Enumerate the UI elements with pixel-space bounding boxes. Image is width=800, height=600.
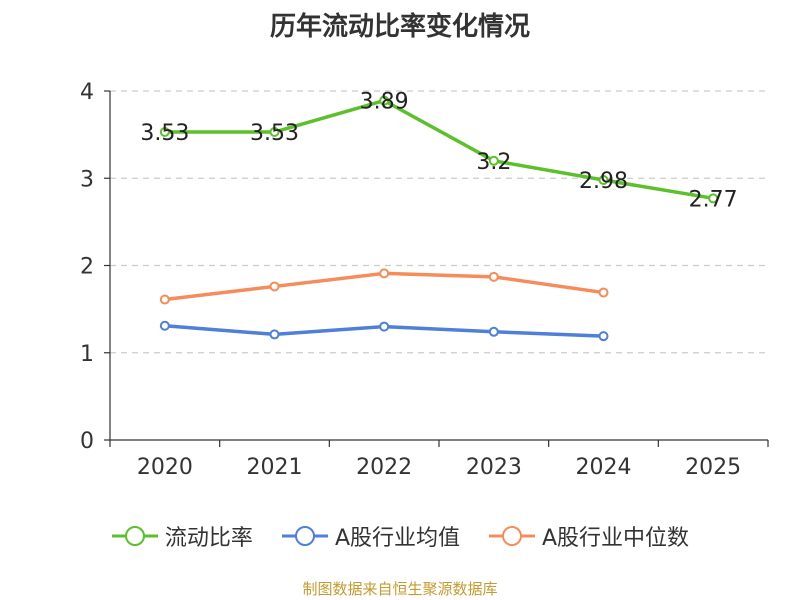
data-point: [488, 155, 499, 166]
data-label: 2.98: [579, 169, 628, 194]
x-tick-label: 2022: [356, 455, 412, 480]
data-point: [598, 174, 609, 185]
x-tick-label: 2023: [466, 455, 522, 480]
data-point: [379, 321, 390, 332]
data-point: [488, 326, 499, 337]
chart-legend: 流动比率 A股行业均值 A股行业中位数: [0, 520, 800, 552]
legend-swatch-icon: [111, 526, 158, 546]
y-tick-label: 2: [80, 255, 94, 280]
y-tick-label: 1: [80, 342, 94, 367]
line-chart: 0 1 2 3 4 2020 2021 2022 2023 2024 2025 3.53 3.53 3.8…: [80, 80, 769, 480]
legend-swatch-icon: [489, 526, 535, 546]
data-label: 3.53: [250, 121, 299, 146]
data-source-note: 制图数据来自恒生聚源数据库: [302, 580, 498, 598]
x-tick-label: 2025: [685, 455, 741, 480]
legend-item[interactable]: 流动比率: [111, 520, 253, 552]
legend-label: A股行业中位数: [542, 526, 690, 551]
legend-item[interactable]: A股行业中位数: [488, 520, 689, 552]
data-point: [488, 271, 499, 282]
data-point: [379, 95, 390, 106]
legend-label: 流动比率: [164, 526, 253, 551]
data-point: [379, 268, 390, 279]
y-tick-label: 0: [80, 429, 94, 454]
x-tick-label: 2021: [247, 455, 303, 480]
data-label: 3.89: [360, 90, 409, 115]
x-tick-label: 2024: [576, 455, 632, 480]
y-tick-label: 4: [80, 80, 94, 105]
data-label: 3.2: [476, 150, 511, 175]
chart-title: 历年流动比率变化情况: [269, 12, 530, 42]
data-point: [159, 294, 170, 305]
data-point: [598, 287, 609, 298]
series-line-0: [164, 98, 714, 201]
x-tick-label: 2020: [137, 455, 193, 480]
data-point: [708, 193, 719, 204]
y-tick-label: 3: [80, 167, 94, 192]
legend-label: A股行业均值: [334, 526, 460, 551]
data-point: [159, 320, 170, 331]
legend-item[interactable]: A股行业均值: [281, 520, 460, 552]
data-point: [269, 127, 280, 138]
data-point: [269, 329, 280, 340]
data-point: [159, 127, 170, 138]
data-point: [269, 281, 280, 292]
legend-swatch-icon: [281, 526, 328, 546]
data-point: [598, 331, 609, 342]
data-label: 3.53: [140, 121, 189, 146]
data-label: 2.77: [689, 187, 738, 212]
